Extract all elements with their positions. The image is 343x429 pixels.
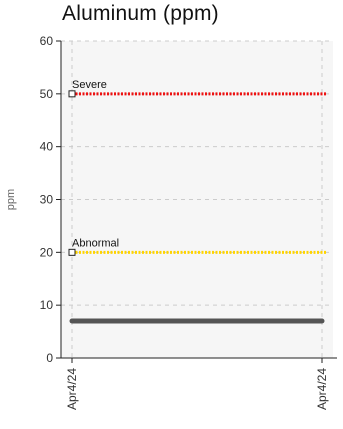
x-tick-label: Apr4/24 [65, 368, 79, 410]
threshold-label-severe: Severe [72, 79, 107, 91]
y-axis-title: ppm [5, 189, 17, 210]
y-tick-label: 0 [46, 351, 53, 365]
y-tick-label: 20 [40, 245, 54, 259]
y-tick-label: 10 [40, 298, 54, 312]
threshold-marker [68, 248, 76, 256]
y-tick-label: 40 [40, 140, 54, 154]
threshold-marker [68, 90, 76, 98]
y-tick-label: 30 [40, 193, 54, 207]
data-point [319, 318, 325, 324]
y-tick-label: 60 [40, 34, 54, 48]
y-tick-label: 50 [40, 87, 54, 101]
x-tick-label: Apr4/24 [315, 368, 329, 410]
data-point [69, 318, 75, 324]
chart-title: Aluminum (ppm) [62, 2, 219, 25]
threshold-label-abnormal: Abnormal [72, 237, 119, 249]
